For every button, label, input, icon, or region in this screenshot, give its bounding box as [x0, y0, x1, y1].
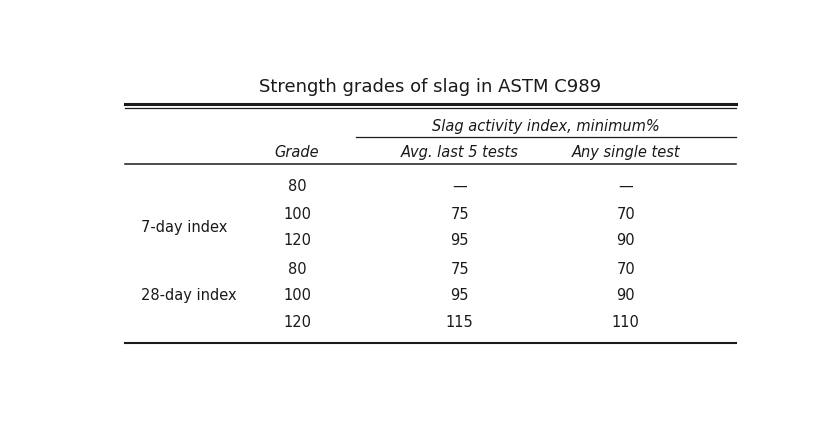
Text: Grade: Grade [275, 145, 319, 160]
Text: 95: 95 [450, 233, 469, 248]
Text: —: — [618, 178, 633, 193]
Text: 80: 80 [288, 261, 307, 276]
Text: 110: 110 [612, 314, 640, 329]
Text: Slag activity index, minimum%: Slag activity index, minimum% [432, 119, 660, 134]
Text: 75: 75 [450, 206, 469, 221]
Text: 75: 75 [450, 261, 469, 276]
Text: 70: 70 [617, 206, 635, 221]
Text: Any single test: Any single test [571, 145, 680, 160]
Text: 70: 70 [617, 261, 635, 276]
Text: Strength grades of slag in ASTM C989: Strength grades of slag in ASTM C989 [260, 77, 601, 95]
Text: 100: 100 [283, 206, 311, 221]
Text: Avg. last 5 tests: Avg. last 5 tests [401, 145, 519, 160]
Text: —: — [453, 178, 467, 193]
Text: 90: 90 [617, 233, 635, 248]
Text: 100: 100 [283, 288, 311, 302]
Text: 120: 120 [283, 233, 311, 248]
Text: 80: 80 [288, 178, 307, 193]
Text: 95: 95 [450, 288, 469, 302]
Text: 115: 115 [446, 314, 474, 329]
Text: 120: 120 [283, 314, 311, 329]
Text: 7-day index: 7-day index [141, 220, 227, 235]
Text: 28-day index: 28-day index [141, 288, 236, 302]
Text: 90: 90 [617, 288, 635, 302]
